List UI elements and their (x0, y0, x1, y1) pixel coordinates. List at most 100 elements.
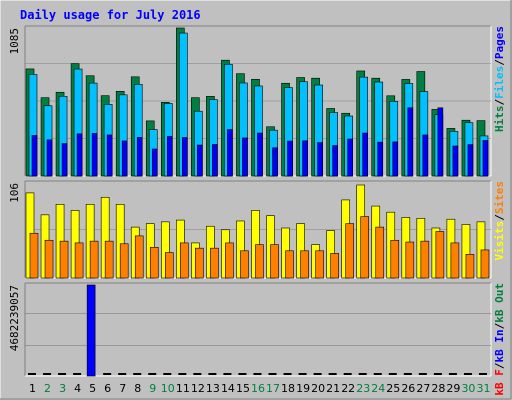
pages-bar (106, 134, 113, 177)
hits-legend-item-1: / (493, 99, 506, 106)
day-label: 25 (386, 382, 400, 395)
sites-bar (390, 239, 400, 279)
day-label: 19 (296, 382, 310, 395)
pages-bar (151, 148, 158, 177)
sites-bar (164, 252, 174, 279)
day-label: 13 (206, 382, 220, 395)
visits-sites-panel: 106 Visits/Sites (8, 180, 506, 279)
pages-bar (392, 141, 399, 177)
hits-legend-item-3: / (493, 59, 506, 66)
hits-y-max-label: 1085 (8, 28, 21, 55)
pages-bar (317, 142, 323, 177)
sites-bar (480, 249, 490, 279)
day-label: 6 (104, 382, 111, 395)
day-label: 20 (311, 382, 325, 395)
sites-bar (180, 242, 189, 279)
sites-bar (450, 242, 460, 279)
pages-bar (31, 135, 38, 177)
day-label: 2 (44, 382, 51, 395)
day-label: 12 (191, 382, 205, 395)
visits-legend: Visits/Sites (493, 181, 506, 261)
visits-legend-item-1: / (493, 214, 506, 221)
sites-bar (255, 244, 264, 279)
kbytes-legend: kB F/kB In/kB Out (493, 283, 506, 396)
day-label: 10 (161, 382, 175, 395)
day-label: 24 (371, 382, 385, 395)
sites-bar (300, 250, 309, 279)
sites-bar (210, 247, 219, 279)
sites-bar (74, 242, 84, 279)
sites-bar (270, 244, 279, 279)
kbytes-panel-area (25, 283, 491, 376)
sites-bar (330, 253, 339, 279)
kbytes-legend-item-1: / (493, 362, 506, 369)
pages-bar (467, 144, 474, 177)
pages-bar (302, 140, 308, 177)
sites-bar (435, 231, 445, 279)
pages-bar (76, 133, 83, 177)
day-label: 27 (416, 382, 430, 395)
day-label: 21 (326, 382, 340, 395)
pages-bar (362, 132, 369, 177)
day-label: 5 (89, 382, 96, 395)
day-label: 3 (59, 382, 66, 395)
day-label: 7 (119, 382, 126, 395)
day-label: 22 (341, 382, 355, 395)
pages-bar (91, 133, 98, 177)
sites-bar (315, 250, 324, 279)
day-label: 16 (251, 382, 265, 395)
visits-y-max-label: 106 (8, 183, 21, 203)
sites-bar (360, 216, 370, 279)
day-label: 23 (356, 382, 370, 395)
sites-bar (195, 247, 204, 279)
kbytes-legend-item-0: kB F (493, 369, 506, 396)
day-label: 29 (446, 382, 460, 395)
day-label: 11 (176, 382, 190, 395)
hits-legend-item-2: Files (493, 66, 506, 99)
hits-legend-item-0: Hits (493, 106, 506, 133)
sites-bar (59, 240, 69, 279)
sites-bar (119, 243, 129, 279)
day-label: 31 (476, 382, 490, 395)
day-label: 1 (29, 382, 36, 395)
hits-legend-item-4: Pages (493, 26, 506, 59)
pages-bar (287, 140, 293, 177)
hits-legend: Hits/Files/Pages (493, 26, 506, 132)
day-label: 15 (236, 382, 250, 395)
day-label: 4 (74, 382, 81, 395)
pages-bar (407, 107, 414, 177)
pages-bar (197, 144, 203, 177)
pages-bar (182, 137, 188, 177)
pages-bar (482, 140, 489, 177)
sites-bar (420, 240, 430, 279)
visits-legend-item-2: Sites (493, 181, 506, 214)
kbytes-legend-item-3: / (493, 322, 506, 329)
pages-bar (227, 129, 233, 177)
sites-bar (285, 250, 294, 279)
pages-bar (212, 144, 218, 177)
sites-bar (134, 235, 144, 279)
sites-bar (345, 223, 354, 279)
chart-panels: 1085Hits/Files/Pages106Visits/Sites46822… (8, 25, 506, 396)
pages-bar (272, 147, 278, 177)
kb-in-bar (86, 284, 96, 377)
pages-bar (61, 143, 68, 177)
pages-bar (422, 134, 429, 177)
pages-bar (377, 141, 384, 177)
sites-bar (240, 250, 249, 279)
day-label: 26 (401, 382, 415, 395)
day-label: 17 (266, 382, 280, 395)
sites-bar (29, 232, 39, 279)
day-label: 9 (149, 382, 156, 395)
sites-bar (149, 246, 159, 279)
day-label: 30 (461, 382, 475, 395)
day-label: 8 (134, 382, 141, 395)
day-label: 28 (431, 382, 445, 395)
sites-bar (465, 254, 475, 279)
sites-bar (89, 240, 99, 279)
chart-title: Daily usage for July 2016 (20, 8, 201, 22)
kbytes-y-label: 4682239057 (8, 285, 21, 351)
